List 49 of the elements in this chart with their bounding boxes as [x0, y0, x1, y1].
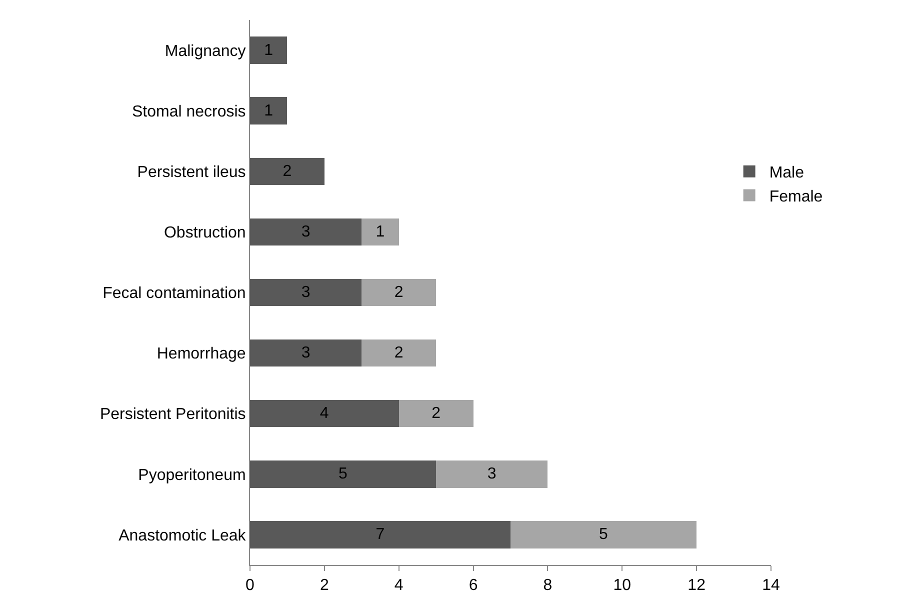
y-tick-label: Anastomotic Leak [118, 527, 247, 544]
bar [250, 339, 362, 367]
data-label: 3 [301, 344, 310, 362]
x-tick-label: 14 [762, 577, 780, 594]
bar [250, 278, 362, 306]
y-tick-label: Obstruction [164, 224, 246, 242]
data-label: 3 [487, 466, 496, 483]
bar [250, 218, 362, 246]
data-label: 3 [301, 284, 310, 302]
bar [436, 460, 548, 488]
x-tick-label: 8 [543, 577, 552, 594]
x-tick-label: 2 [320, 577, 329, 594]
data-label: 3 [301, 223, 310, 240]
y-tick-label: Persistent Peritonitis [100, 406, 246, 424]
y-tick-label: Fecal contamination [102, 285, 246, 302]
data-label: 7 [376, 526, 385, 544]
y-tick-label: Pyoperitoneum [138, 466, 246, 484]
data-label: 1 [376, 223, 385, 240]
x-tick-label: 4 [394, 577, 404, 594]
data-label: 1 [264, 42, 274, 59]
y-tick-label: Malignancy [164, 42, 246, 60]
data-label: 2 [432, 405, 441, 422]
y-tick-label: Stomal necrosis [132, 103, 246, 120]
data-label: 5 [338, 466, 348, 483]
data-label: 2 [282, 162, 292, 180]
data-label: 2 [394, 344, 404, 362]
data-label: 5 [599, 526, 608, 544]
bar [362, 339, 436, 367]
x-tick-label: 10 [613, 577, 632, 594]
bar [362, 218, 399, 246]
bar [398, 400, 474, 428]
legend-label: Female [769, 188, 823, 206]
bar [362, 278, 436, 306]
bar [250, 521, 510, 548]
x-tick-label: 0 [246, 577, 255, 594]
y-tick-label: Hemorrhage [156, 346, 246, 363]
bar [250, 158, 324, 186]
legend-label: Male [769, 164, 804, 182]
bar [250, 460, 436, 488]
y-tick-label: Persistent ileus [137, 164, 246, 181]
bar [250, 400, 399, 428]
bar [250, 36, 288, 64]
data-label: 1 [264, 102, 274, 120]
data-label: 4 [320, 405, 329, 422]
bar [510, 521, 697, 548]
x-tick-label: 12 [688, 577, 706, 594]
data-label: 2 [394, 284, 404, 302]
bar [250, 97, 288, 124]
x-tick-label: 6 [468, 577, 478, 594]
